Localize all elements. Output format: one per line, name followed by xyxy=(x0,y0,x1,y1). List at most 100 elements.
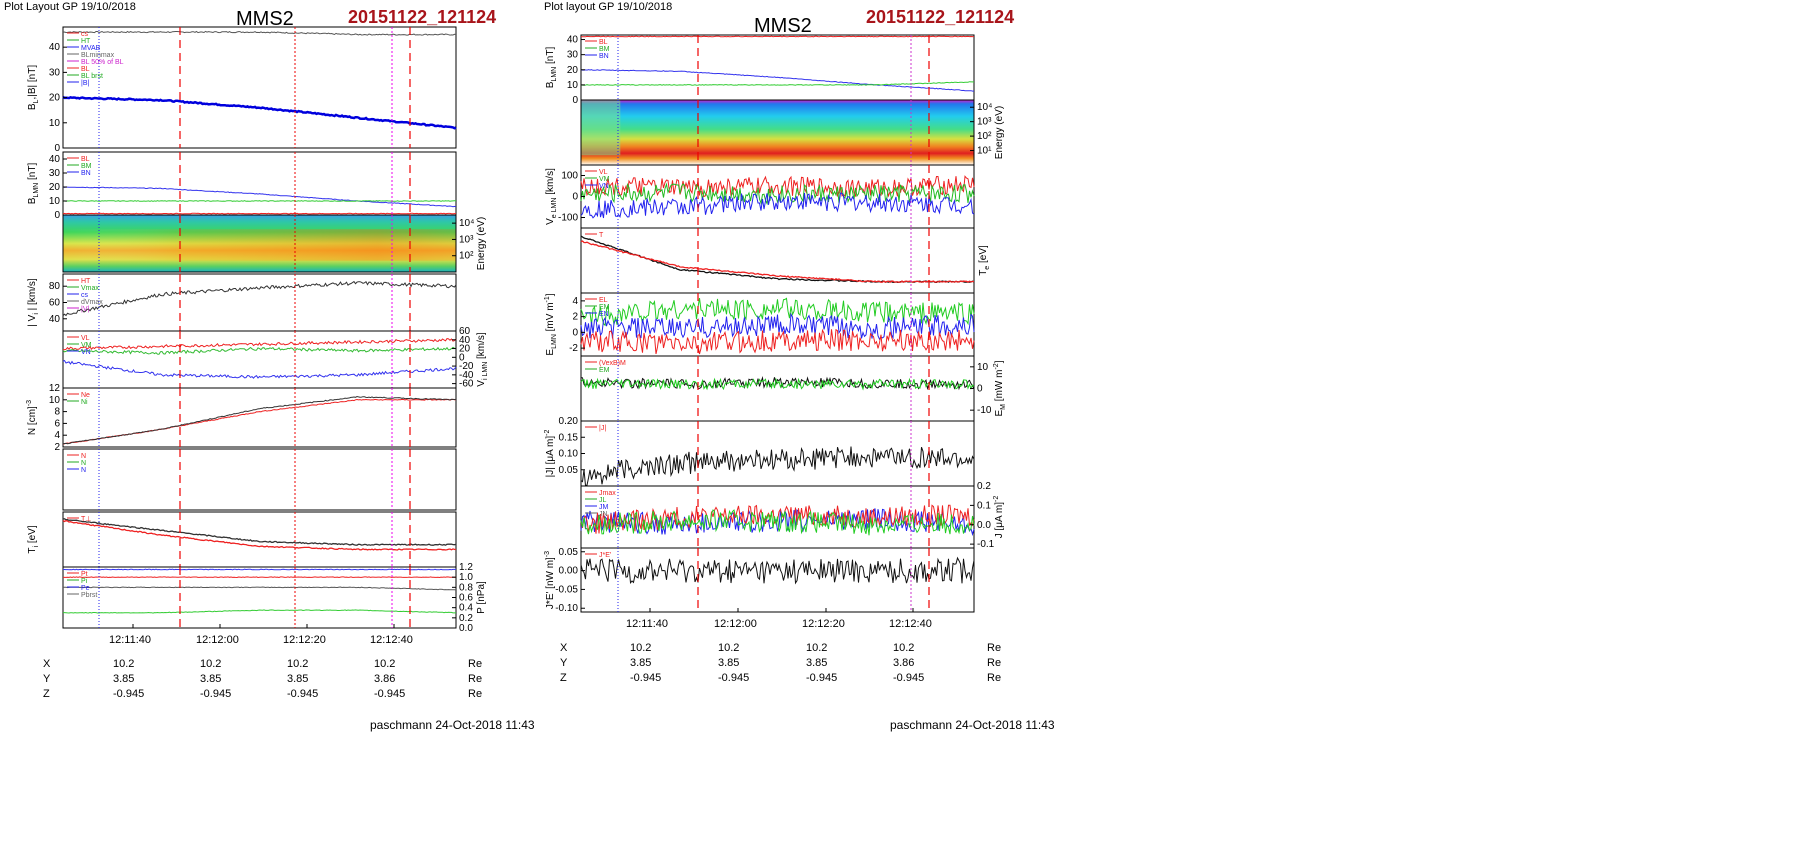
panel-frame xyxy=(62,330,457,389)
series-line xyxy=(62,280,457,317)
series-line xyxy=(580,312,975,341)
legend-entry: Jmax xyxy=(599,490,616,497)
legend-entry: JM xyxy=(599,504,609,511)
y-tick-label: 12 xyxy=(49,383,61,394)
series-line xyxy=(62,398,457,445)
right-axis-label: P [nPa] xyxy=(476,581,487,614)
electron-spectrogram-shade xyxy=(581,100,621,156)
right-axis-label: Energy (eV) xyxy=(994,106,1005,159)
series-line xyxy=(62,518,457,546)
electron-spectrogram xyxy=(581,100,974,165)
series-line xyxy=(62,30,457,36)
ephemeris-coord: Y xyxy=(560,657,568,669)
panel-frame xyxy=(62,26,457,149)
series-line xyxy=(580,35,975,38)
series-line xyxy=(62,519,457,551)
ephemeris-value: 10.2 xyxy=(113,658,135,670)
time-tick-label: 12:12:20 xyxy=(283,634,326,646)
y-tick-label: 10⁴ xyxy=(977,102,992,113)
time-tick-label: 12:12:00 xyxy=(714,618,757,630)
y-tick-label: 0 xyxy=(54,143,60,154)
legend-entry: N xyxy=(81,467,86,474)
y-tick-label: 10¹ xyxy=(977,146,992,157)
y-tick-label: 40 xyxy=(49,154,61,165)
legend-entry: T⊥ xyxy=(81,516,91,523)
legend-entry: cs xyxy=(81,292,89,299)
y-tick-label: 0.2 xyxy=(459,613,473,624)
legend-entry: VL xyxy=(599,169,608,176)
ephemeris-value: 3.85 xyxy=(200,673,222,685)
y-tick-label: 0.2 xyxy=(977,481,991,492)
y-tick-label: 0.20 xyxy=(559,416,579,427)
legend-entry: EN xyxy=(599,311,609,318)
legend-entry: VM xyxy=(599,176,610,183)
y-axis-label: BLMN [nT] xyxy=(545,47,558,89)
right-header: Plot layout GP 19/10/2018 xyxy=(544,1,673,13)
legend-entry: VL xyxy=(81,335,90,342)
y-tick-label: -20 xyxy=(459,361,474,372)
y-tick-label: 6 xyxy=(54,418,60,429)
ephemeris-value: 3.85 xyxy=(718,657,740,669)
y-tick-label: 2 xyxy=(572,312,578,323)
series-line xyxy=(580,175,975,198)
panel-frame xyxy=(580,164,975,229)
panel-frame xyxy=(580,547,975,613)
series-line xyxy=(62,576,457,579)
series-line xyxy=(62,338,457,351)
left-spacecraft-title: MMS2 xyxy=(236,8,294,30)
y-tick-label: 40 xyxy=(49,42,61,53)
time-tick-label: 12:12:00 xyxy=(196,634,239,646)
right-axis-label: Te [eV] xyxy=(978,245,991,276)
legend-entry: BL xyxy=(81,156,90,163)
legend-entry: cs xyxy=(81,31,89,38)
y-tick-label: 10 xyxy=(49,118,61,129)
ephemeris-value: -0.945 xyxy=(806,672,838,684)
left-footer: paschmann 24-Oct-2018 11:43 xyxy=(370,718,535,732)
series-line xyxy=(580,81,975,86)
series-line xyxy=(62,95,457,130)
y-tick-label: 20 xyxy=(459,344,471,355)
y-tick-label: 10 xyxy=(49,395,61,406)
legend-entry: |V| xyxy=(81,306,89,313)
y-tick-label: 0.8 xyxy=(459,582,473,593)
legend-entry: N xyxy=(81,460,86,467)
legend-entry: |J| xyxy=(599,425,606,432)
y-tick-label: 1.0 xyxy=(459,572,473,583)
series-line xyxy=(580,508,975,537)
ephemeris-coord: Z xyxy=(43,688,50,700)
legend-entry: BM xyxy=(81,163,92,170)
series-line xyxy=(62,346,457,355)
time-tick-label: 12:11:40 xyxy=(109,634,152,646)
panel-frame xyxy=(580,420,975,487)
ephemeris-value: 10.2 xyxy=(806,642,828,654)
panel-frame xyxy=(62,214,457,273)
y-tick-label: 30 xyxy=(567,50,579,61)
legend-entry: T xyxy=(599,232,604,239)
y-tick-label: 4 xyxy=(572,296,578,307)
y-tick-label: 100 xyxy=(561,171,578,182)
ephemeris-value: 10.2 xyxy=(893,642,915,654)
y-tick-label: -40 xyxy=(459,370,474,381)
y-tick-label: -10 xyxy=(977,405,992,416)
legend-entry: EM xyxy=(599,304,610,311)
y-tick-label: 40 xyxy=(49,314,61,325)
y-tick-label: 20 xyxy=(49,93,61,104)
right-axis-label: EM [mW m-2] xyxy=(993,360,1007,416)
ephemeris-unit: Re xyxy=(987,657,1002,669)
panel-espec: 10¹ 10² 10³ 10⁴ Energy (eV) xyxy=(580,99,1005,166)
y-axis-label: ELMN [mV m-1] xyxy=(544,293,558,355)
legend-entry: BLminmax xyxy=(81,52,115,59)
y-tick-label: 0.05 xyxy=(559,547,579,558)
y-tick-label: 60 xyxy=(49,298,61,309)
ephemeris-value: -0.945 xyxy=(893,672,925,684)
panel-JE: -0.10 -0.05 0.00 0.05J*E' [nW m]-3 J*E' xyxy=(544,547,975,614)
legend-entry: J*E' xyxy=(599,552,611,559)
y-tick-label: 30 xyxy=(49,168,61,179)
ephemeris-coord: X xyxy=(43,658,51,670)
series-line xyxy=(580,69,975,92)
ephemeris-value: -0.945 xyxy=(630,672,662,684)
